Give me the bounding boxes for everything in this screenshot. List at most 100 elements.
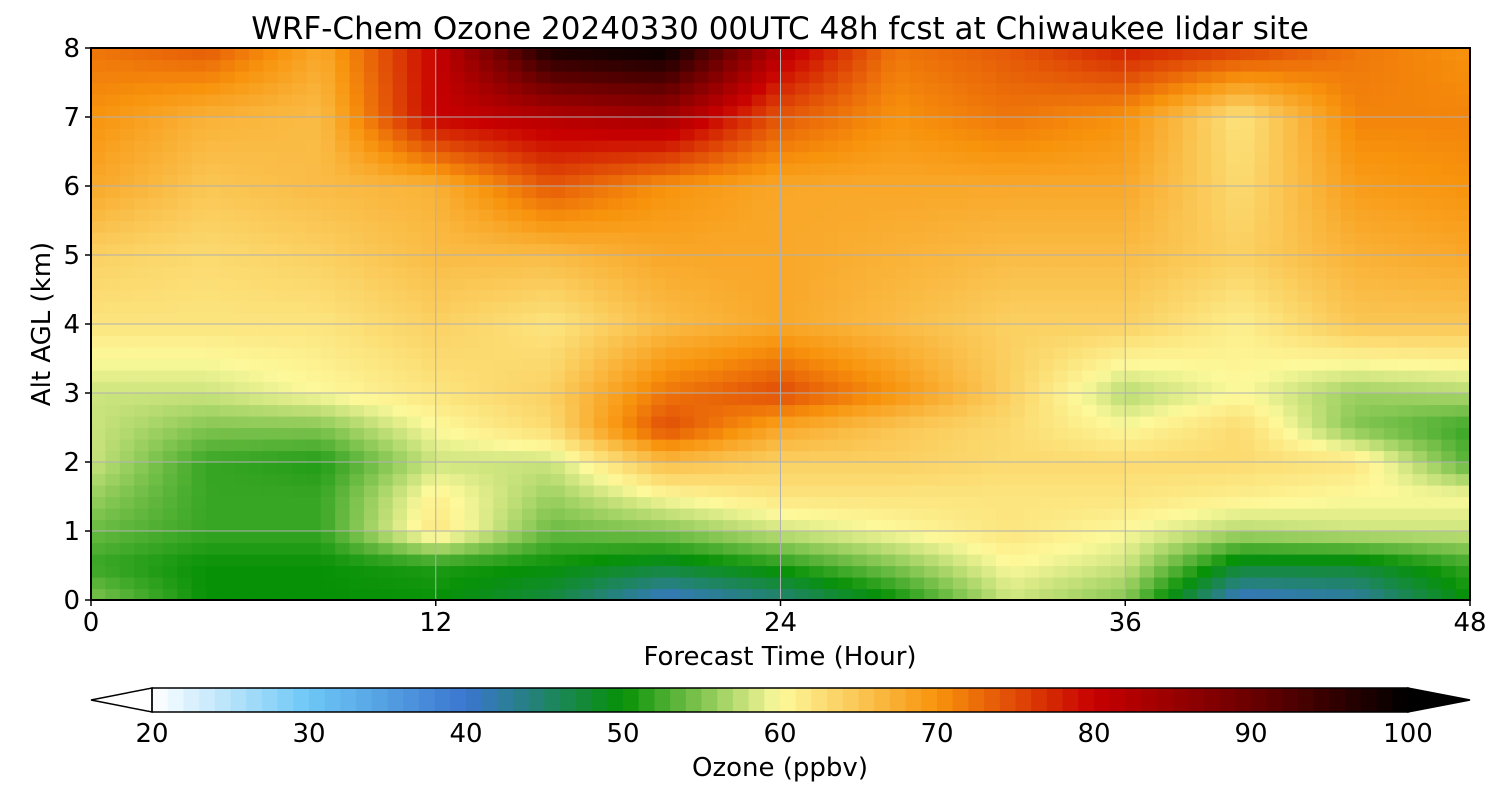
heatmap-cell xyxy=(1010,588,1026,601)
heatmap-cell xyxy=(1254,381,1270,394)
heatmap-cell xyxy=(723,324,738,337)
heatmap-cell xyxy=(306,209,322,222)
heatmap-cell xyxy=(1082,140,1098,153)
heatmap-cell xyxy=(622,94,638,107)
heatmap-cell xyxy=(737,381,753,394)
heatmap-cell xyxy=(895,163,911,176)
heatmap-cell xyxy=(1197,220,1213,233)
heatmap-cell xyxy=(708,404,724,417)
heatmap-cell xyxy=(837,289,853,302)
heatmap-cell xyxy=(1355,565,1371,578)
heatmap-cell xyxy=(881,496,897,509)
heatmap-cell xyxy=(679,82,695,95)
heatmap-cell xyxy=(521,324,537,337)
heatmap-cell xyxy=(852,82,868,95)
heatmap-cell xyxy=(766,140,782,153)
heatmap-cell xyxy=(751,220,767,233)
colorbar-segment xyxy=(214,688,231,712)
heatmap-cell xyxy=(995,140,1011,153)
heatmap-cell xyxy=(1182,462,1198,475)
heatmap-cell xyxy=(392,151,408,164)
heatmap-cell xyxy=(478,519,494,532)
heatmap-cell xyxy=(780,151,796,164)
heatmap-cell xyxy=(579,59,595,72)
heatmap-cell xyxy=(1441,278,1457,291)
heatmap-cell xyxy=(622,312,638,325)
heatmap-cell xyxy=(751,358,767,371)
heatmap-cell xyxy=(91,82,106,95)
heatmap-cell xyxy=(952,174,968,187)
heatmap-cell xyxy=(895,485,911,498)
heatmap-cell xyxy=(1168,370,1184,383)
heatmap-cell xyxy=(263,94,279,107)
heatmap-cell xyxy=(593,462,609,475)
heatmap-cell xyxy=(723,358,738,371)
heatmap-cell xyxy=(608,312,624,325)
heatmap-cell xyxy=(1039,266,1055,279)
heatmap-cell xyxy=(177,48,193,61)
heatmap-cell xyxy=(608,255,624,268)
heatmap-cell xyxy=(1240,48,1256,61)
heatmap-cell xyxy=(909,381,925,394)
heatmap-cell xyxy=(1297,71,1313,84)
heatmap-cell xyxy=(1197,588,1213,601)
heatmap-cell xyxy=(478,542,494,555)
colorbar-segment xyxy=(1313,688,1330,712)
heatmap-cell xyxy=(220,197,236,210)
heatmap-cell xyxy=(1426,347,1442,360)
heatmap-cell xyxy=(694,289,710,302)
heatmap-cell xyxy=(636,186,652,199)
heatmap-cell xyxy=(162,370,178,383)
heatmap-cell xyxy=(737,94,753,107)
heatmap-cell xyxy=(1082,163,1098,176)
heatmap-cell xyxy=(1326,416,1342,429)
heatmap-cell xyxy=(249,473,264,486)
heatmap-cell xyxy=(1383,324,1399,337)
heatmap-cell xyxy=(205,59,221,72)
heatmap-cell xyxy=(363,554,379,567)
heatmap-cell xyxy=(119,485,135,498)
heatmap-cell xyxy=(177,404,193,417)
heatmap-cell xyxy=(1053,404,1069,417)
heatmap-cell xyxy=(622,531,638,544)
heatmap-cell xyxy=(1398,220,1414,233)
heatmap-cell xyxy=(263,59,279,72)
heatmap-cell xyxy=(708,565,724,578)
heatmap-cell xyxy=(579,393,595,406)
heatmap-cell xyxy=(392,519,408,532)
heatmap-cell xyxy=(1211,485,1227,498)
heatmap-cell xyxy=(981,519,997,532)
heatmap-cell xyxy=(967,358,983,371)
heatmap-cell xyxy=(493,439,509,452)
heatmap-cell xyxy=(277,128,293,141)
colorbar-segment xyxy=(670,688,687,712)
heatmap-cell xyxy=(694,71,710,84)
heatmap-cell xyxy=(881,163,897,176)
heatmap-cell xyxy=(995,485,1011,498)
heatmap-cell xyxy=(1398,508,1414,521)
heatmap-cell xyxy=(938,416,954,429)
heatmap-cell xyxy=(852,404,868,417)
heatmap-cell xyxy=(608,588,624,601)
heatmap-cell xyxy=(1182,301,1198,314)
heatmap-cell xyxy=(1225,358,1241,371)
heatmap-cell xyxy=(521,105,537,118)
heatmap-cell xyxy=(608,174,624,187)
heatmap-cell xyxy=(1211,209,1227,222)
heatmap-cell xyxy=(636,174,652,187)
heatmap-cell xyxy=(1369,59,1385,72)
heatmap-cell xyxy=(679,381,695,394)
heatmap-cell xyxy=(1355,117,1371,130)
heatmap-cell xyxy=(205,312,221,325)
heatmap-cell xyxy=(579,140,595,153)
heatmap-cell xyxy=(435,393,451,406)
heatmap-cell xyxy=(1297,105,1313,118)
heatmap-cell xyxy=(550,163,566,176)
heatmap-cell xyxy=(1139,531,1155,544)
heatmap-cell xyxy=(823,312,839,325)
heatmap-cell xyxy=(1197,554,1213,567)
heatmap-cell xyxy=(1182,565,1198,578)
heatmap-cell xyxy=(1039,59,1055,72)
heatmap-cell xyxy=(507,577,523,590)
heatmap-cell xyxy=(1283,105,1299,118)
